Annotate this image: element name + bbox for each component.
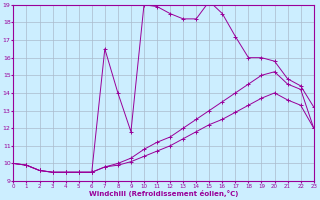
X-axis label: Windchill (Refroidissement éolien,°C): Windchill (Refroidissement éolien,°C): [89, 190, 238, 197]
